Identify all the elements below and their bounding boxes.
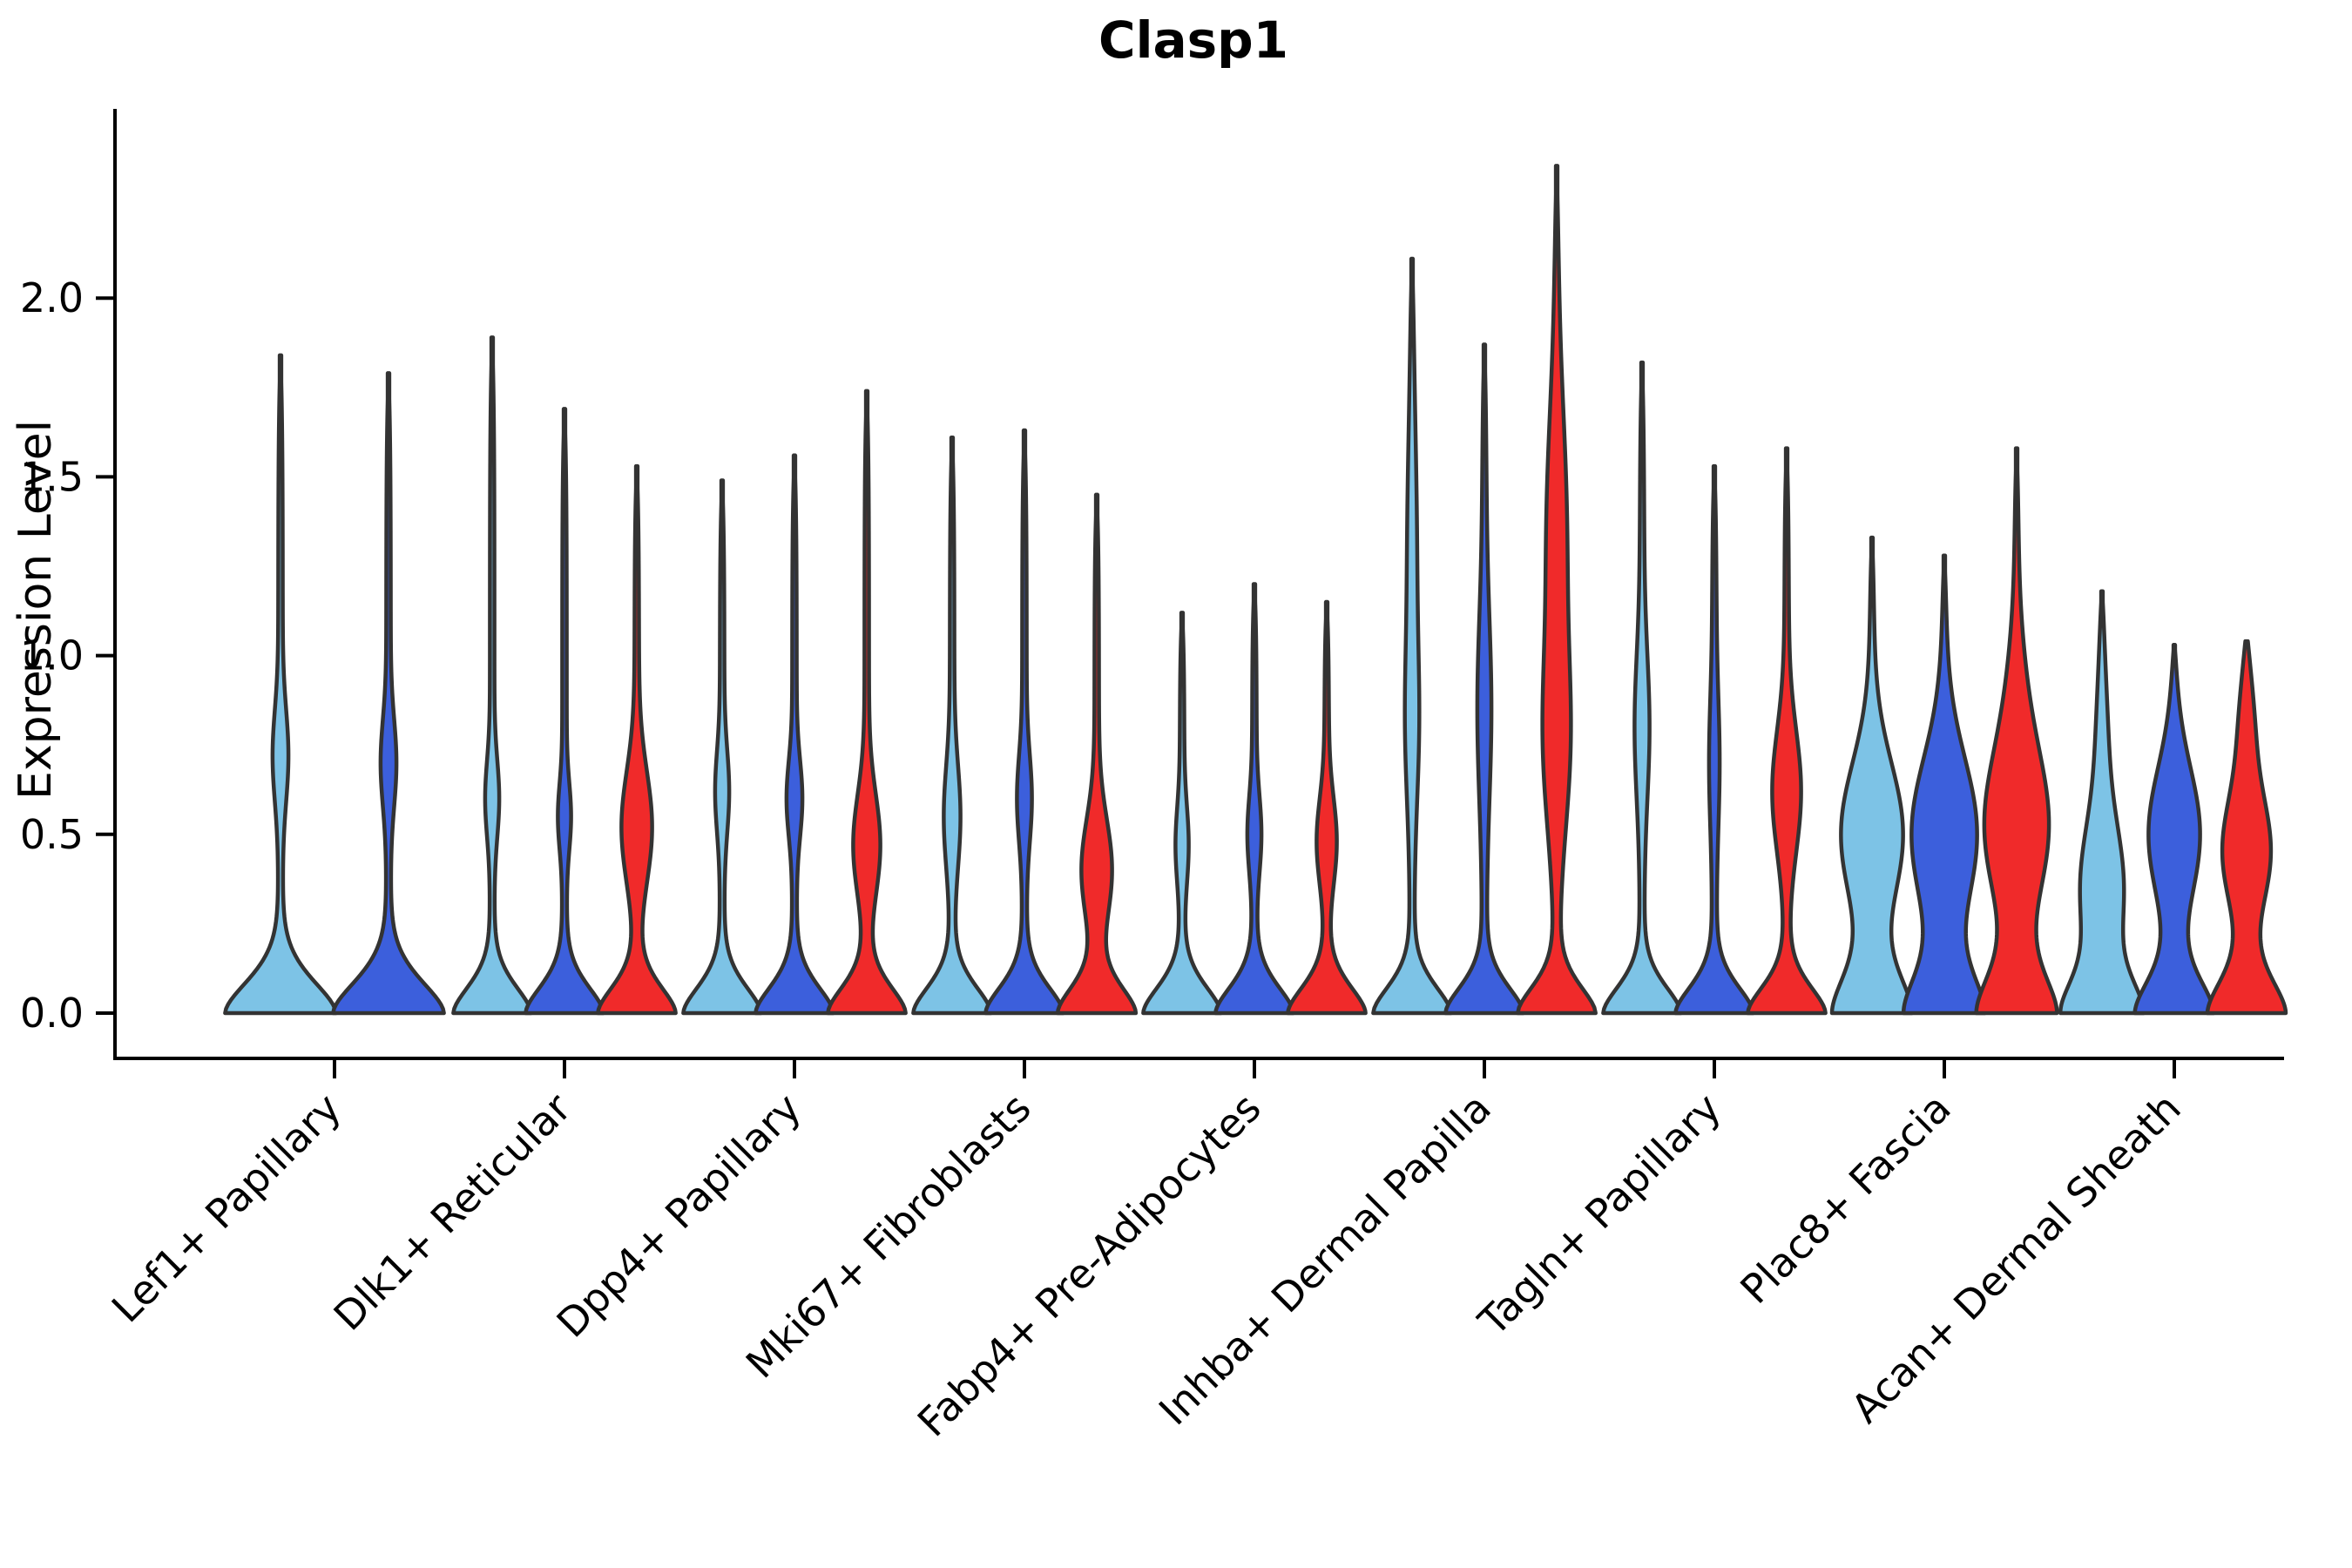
violin-acan-dermal-sheath-red [2205, 639, 2288, 1016]
violin-dlk1-reticular-lightblue [451, 335, 533, 1016]
violin-fabp4-pre-adipocytes-red [1286, 599, 1368, 1016]
violin-inhba-dermal-papilla-red [1516, 164, 1598, 1016]
violin-mki67-fibroblasts-blue [983, 428, 1065, 1016]
violin-mki67-fibroblasts-red [1055, 492, 1139, 1016]
y-tick-label: 1.0 [20, 632, 84, 679]
violin-dpp4-papillary-red [826, 389, 908, 1016]
violin-acan-dermal-sheath-blue [2132, 643, 2216, 1016]
violin-dpp4-papillary-lightblue [681, 478, 763, 1016]
violin-mki67-fibroblasts-lightblue [911, 436, 993, 1016]
violin-fabp4-pre-adipocytes-blue [1213, 582, 1295, 1016]
axes [113, 109, 2284, 1060]
violin-dpp4-papillary-blue [754, 453, 835, 1016]
violin-inhba-dermal-papilla-blue [1443, 342, 1525, 1016]
violin-plac8-fascia-red [1974, 446, 2059, 1016]
violin-acan-dermal-sheath-lightblue [2058, 589, 2146, 1016]
violin-fabp4-pre-adipocytes-lightblue [1141, 611, 1223, 1016]
violin-tagln-papillary-lightblue [1601, 360, 1683, 1016]
violin-dlk1-reticular-red [596, 463, 678, 1016]
violin-lef1-papillary-lightblue [223, 353, 338, 1016]
violin-lef1-papillary-blue [331, 371, 446, 1016]
y-tick-label: 0.0 [20, 990, 84, 1037]
violin-plac8-fascia-blue [1901, 553, 1988, 1016]
violin-tagln-papillary-red [1746, 446, 1828, 1016]
violin-tagln-papillary-blue [1673, 463, 1755, 1016]
y-tick-label: 2.0 [20, 274, 84, 321]
violin-plac8-fascia-lightblue [1829, 535, 1915, 1016]
y-tick-labels: 0.0 0.5 1.0 1.5 2.0 [20, 274, 115, 1037]
violins [223, 164, 2288, 1016]
violin-dlk1-reticular-blue [524, 407, 605, 1016]
y-tick-label: 0.5 [20, 811, 84, 858]
y-axis-label: Expression Level [10, 420, 62, 800]
y-tick-label: 1.5 [20, 453, 84, 500]
violin-inhba-dermal-papilla-lightblue [1371, 256, 1453, 1016]
chart-title: Clasp1 [1098, 10, 1288, 70]
